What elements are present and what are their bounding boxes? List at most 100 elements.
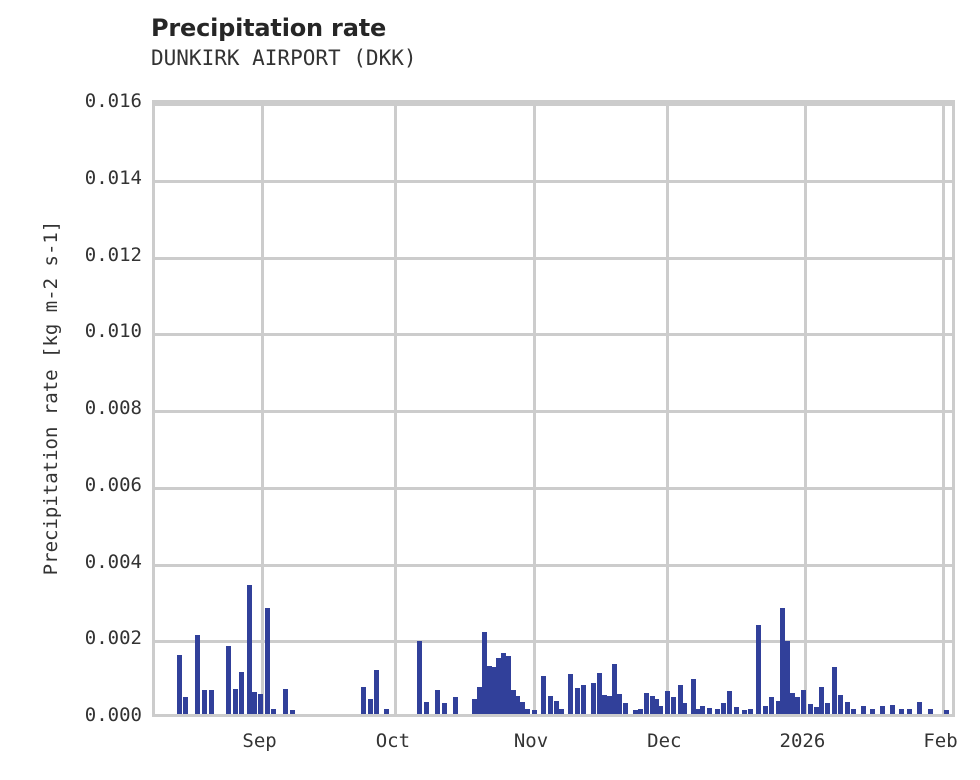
bar xyxy=(472,698,478,714)
bar xyxy=(690,679,696,714)
bar xyxy=(289,710,295,714)
bar xyxy=(374,669,380,714)
bar xyxy=(794,696,800,714)
bar xyxy=(417,641,423,714)
bar xyxy=(775,700,781,714)
plot-area xyxy=(152,100,955,717)
bar xyxy=(623,702,629,714)
y-axis-tick-label: 0.002 xyxy=(84,627,142,650)
bar xyxy=(423,701,429,714)
bar xyxy=(801,690,807,714)
bar xyxy=(807,704,813,714)
bar xyxy=(574,687,580,714)
gridline-horizontal xyxy=(155,640,952,644)
bar xyxy=(602,694,608,714)
bar xyxy=(247,585,253,714)
y-axis-tick-label: 0.016 xyxy=(84,90,142,112)
bar xyxy=(568,673,574,714)
y-axis-tick-label: 0.014 xyxy=(84,166,142,189)
gridline-vertical xyxy=(532,103,536,714)
bar xyxy=(252,691,258,714)
y-axis-tick-label: 0.010 xyxy=(84,320,142,343)
bar xyxy=(671,696,677,714)
bar xyxy=(741,710,747,714)
bar xyxy=(547,695,553,714)
bar xyxy=(870,709,876,714)
bar xyxy=(520,701,526,714)
bar xyxy=(880,706,886,714)
bar xyxy=(515,695,521,714)
bar xyxy=(496,658,502,714)
bar xyxy=(756,624,762,714)
bar xyxy=(367,699,373,714)
x-axis-tick-label: Dec xyxy=(647,730,682,752)
bar xyxy=(183,696,188,714)
title-block: Precipitation rate DUNKIRK AIRPORT (DKK) xyxy=(151,14,851,72)
bar xyxy=(441,703,447,714)
bar xyxy=(239,671,245,714)
bar xyxy=(907,709,913,714)
bar xyxy=(825,702,831,714)
bar xyxy=(226,645,232,714)
bar xyxy=(606,695,612,714)
gridline-horizontal xyxy=(155,333,952,337)
gridline-vertical xyxy=(803,103,807,714)
bar xyxy=(481,631,487,714)
y-axis-tick-label: 0.000 xyxy=(84,704,142,726)
gridline-horizontal xyxy=(155,179,952,183)
bar xyxy=(682,702,688,714)
bar xyxy=(899,708,905,714)
bar xyxy=(271,709,277,714)
y-axis-tick-label: 0.006 xyxy=(84,473,142,496)
bar xyxy=(510,690,516,714)
bar xyxy=(611,664,617,714)
y-axis-tick-label: 0.008 xyxy=(84,397,142,419)
gridline-horizontal xyxy=(155,486,952,490)
bar xyxy=(727,690,733,714)
bar xyxy=(176,654,182,714)
bar xyxy=(361,687,367,714)
page-title: Precipitation rate xyxy=(151,14,387,42)
y-axis-tick-label: 0.004 xyxy=(84,550,142,573)
bar xyxy=(491,667,497,714)
bar xyxy=(257,694,263,714)
bar xyxy=(658,705,664,714)
x-axis-tick-label: Nov xyxy=(513,730,549,752)
bar xyxy=(541,675,547,714)
bar xyxy=(505,656,511,714)
gridline-horizontal xyxy=(155,410,952,413)
bar xyxy=(486,666,492,714)
x-axis-tick-label: Feb xyxy=(923,730,958,752)
bar xyxy=(928,709,934,714)
bar xyxy=(501,652,506,714)
bar xyxy=(851,708,857,714)
gridline-vertical xyxy=(261,103,265,714)
bar xyxy=(590,683,596,714)
bar xyxy=(452,697,458,714)
gridline-vertical xyxy=(665,103,669,714)
gridline-vertical xyxy=(942,103,946,714)
bar xyxy=(597,672,603,714)
bar xyxy=(435,690,441,714)
bar xyxy=(790,692,796,714)
plot-inner xyxy=(155,103,952,714)
bar xyxy=(700,706,706,714)
gridline-horizontal xyxy=(155,563,952,567)
bar xyxy=(554,700,559,714)
bar xyxy=(762,706,768,714)
x-axis-tick-label: 2026 xyxy=(779,730,826,752)
bar xyxy=(818,687,824,714)
bar xyxy=(232,689,238,714)
bar xyxy=(616,694,622,714)
bar xyxy=(814,707,820,714)
bar xyxy=(283,689,289,714)
bar xyxy=(831,667,837,714)
bar xyxy=(558,709,564,714)
bar xyxy=(643,692,649,714)
bar xyxy=(650,695,656,714)
bar xyxy=(476,687,482,714)
bar xyxy=(677,685,683,714)
bar xyxy=(785,641,791,714)
gridline-horizontal xyxy=(155,103,952,106)
